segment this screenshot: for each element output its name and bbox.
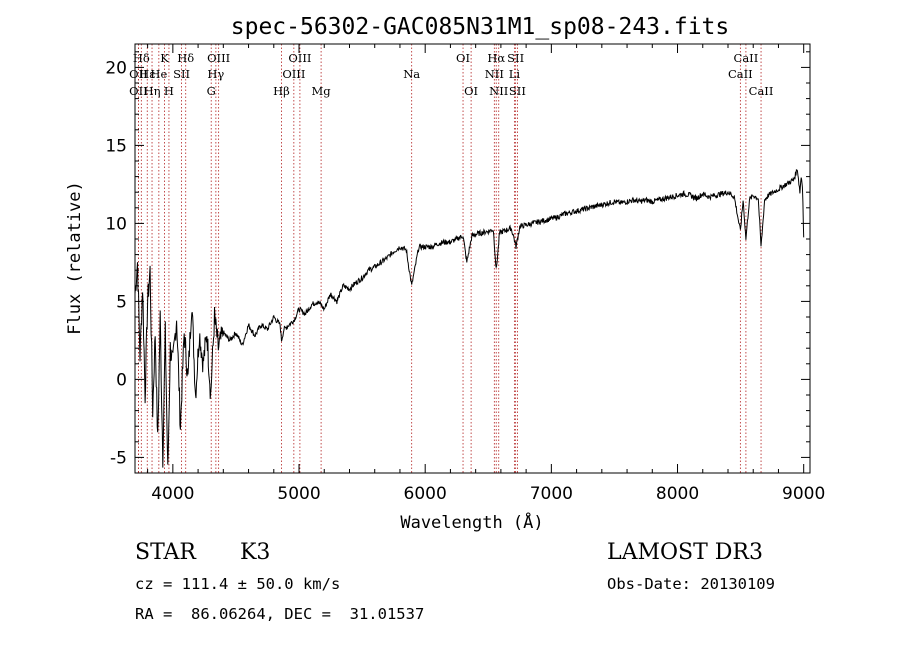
spectral-line-label: Na bbox=[403, 67, 420, 81]
y-axis-label: Flux (relative) bbox=[65, 181, 85, 335]
spectral-line-label: NII bbox=[485, 67, 504, 81]
spectral-line-label: Hδ bbox=[133, 51, 150, 65]
spectral-line-label: SII bbox=[173, 67, 190, 81]
spectral-line-label: He bbox=[150, 67, 167, 81]
plot-frame bbox=[134, 43, 811, 474]
spectral-line-label: K bbox=[160, 51, 169, 65]
spectral-line-label: OIII bbox=[207, 51, 230, 65]
y-tick-label: 15 bbox=[105, 136, 127, 156]
y-tick-label: 5 bbox=[116, 292, 127, 312]
subclass: K3 bbox=[240, 540, 271, 565]
spectral-line-label: SII bbox=[507, 51, 524, 65]
y-tick-label: 0 bbox=[116, 370, 127, 390]
x-tick-label: 6000 bbox=[404, 484, 447, 504]
spectral-line-label: Hη bbox=[144, 84, 161, 98]
x-tick-label: 4000 bbox=[151, 484, 194, 504]
spectral-line-label: CaII bbox=[728, 67, 753, 81]
survey-name: LAMOST DR3 bbox=[607, 540, 763, 565]
spectral-line-label: Hε bbox=[139, 67, 155, 81]
spectral-line-label: Hα bbox=[487, 51, 505, 65]
x-tick-label: 9000 bbox=[782, 484, 825, 504]
spectral-line-label: NII bbox=[489, 84, 508, 98]
spectral-line-label: CaII bbox=[734, 51, 759, 65]
flux-series-line bbox=[134, 169, 805, 468]
spectral-line-label: Hβ bbox=[273, 84, 290, 98]
spectral-line-label: OI bbox=[456, 51, 470, 65]
chart-title: spec-56302-GAC085N31M1_sp08-243.fits bbox=[231, 14, 730, 40]
spectral-line-label: OI bbox=[464, 84, 478, 98]
spectral-line-label: Hδ bbox=[177, 51, 194, 65]
spectral-line-label: CaII bbox=[749, 84, 774, 98]
spectral-line-label: H bbox=[164, 84, 174, 98]
axis-ticks: 4000 5000 6000 7000 8000 9000 -5 0 5 10 15 20 bbox=[105, 44, 825, 504]
coordinates: RA = 86.06264, DEC = 31.01537 bbox=[135, 605, 425, 623]
spectral-line-label: OII bbox=[129, 67, 148, 81]
spectral-line-label: Hγ bbox=[207, 67, 224, 81]
y-tick-label: 10 bbox=[105, 214, 127, 234]
y-tick-label: 20 bbox=[105, 58, 127, 78]
spectral-line-label: Mg bbox=[312, 84, 332, 98]
redshift-velocity: cz = 111.4 ± 50.0 km/s bbox=[135, 575, 341, 593]
spectral-line-label: Li bbox=[509, 67, 521, 81]
spectral-line-label: OIII bbox=[282, 67, 305, 81]
observation-date: Obs-Date: 20130109 bbox=[607, 575, 775, 593]
spectral-line-label: OIII bbox=[288, 51, 311, 65]
x-tick-label: 5000 bbox=[277, 484, 320, 504]
x-tick-label: 8000 bbox=[656, 484, 699, 504]
x-axis-label: Wavelength (Å) bbox=[400, 511, 543, 533]
spectral-line-label: G bbox=[207, 84, 216, 98]
y-tick-label: -5 bbox=[110, 448, 127, 468]
spectral-line-label: OII bbox=[129, 84, 148, 98]
spectral-line-label: SII bbox=[509, 84, 526, 98]
x-tick-label: 7000 bbox=[530, 484, 573, 504]
spectral-lines bbox=[138, 44, 762, 473]
object-class: STAR bbox=[135, 540, 196, 565]
